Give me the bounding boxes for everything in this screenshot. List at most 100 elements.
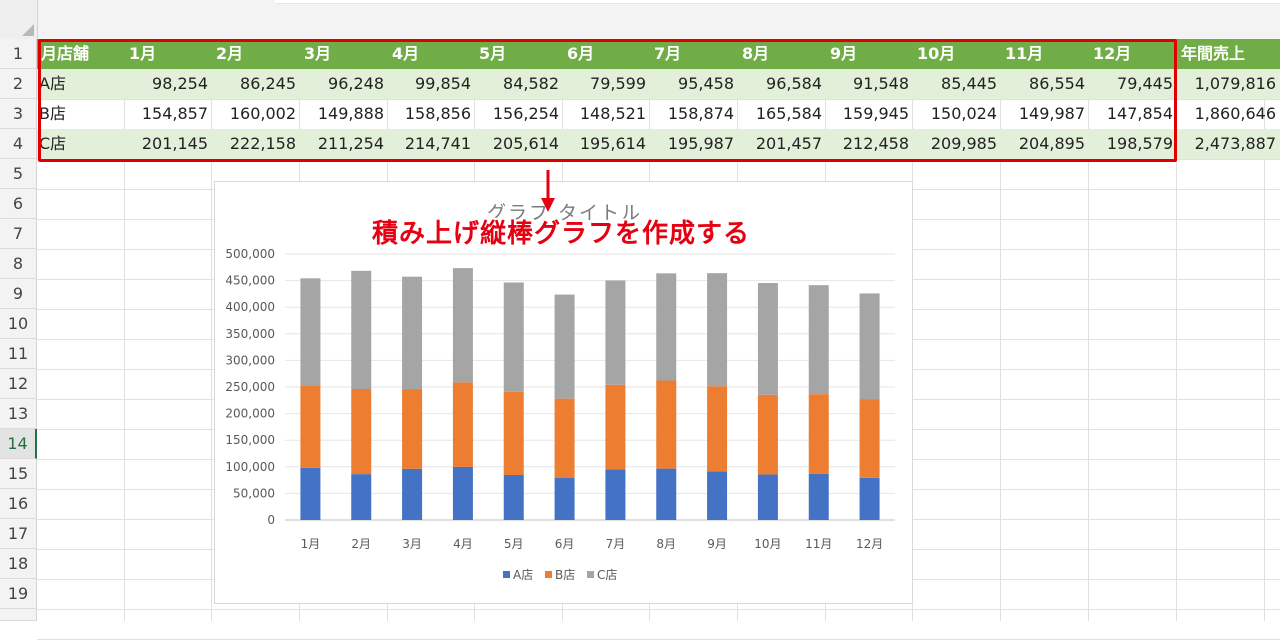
bar-a-store[interactable]: [300, 467, 321, 520]
bar-c-store[interactable]: [452, 268, 473, 383]
row-header-15[interactable]: 15: [0, 459, 37, 489]
table-cell[interactable]: 158,874: [667, 104, 734, 123]
table-header-cell[interactable]: 1月: [129, 44, 157, 63]
row-header-10[interactable]: 10: [0, 309, 37, 339]
bar-a-store[interactable]: [808, 473, 829, 520]
table-header-cell[interactable]: 5月: [479, 44, 507, 63]
table-cell[interactable]: 195,987: [667, 134, 734, 153]
bar-a-store[interactable]: [757, 474, 778, 520]
table-header-cell[interactable]: 年間売上: [1181, 44, 1246, 63]
table-header-cell[interactable]: 2月: [216, 44, 244, 63]
bar-b-store[interactable]: [503, 391, 524, 476]
bar-b-store[interactable]: [808, 394, 829, 474]
row-header-11[interactable]: 11: [0, 339, 37, 369]
bar-a-store[interactable]: [707, 471, 728, 520]
bar-a-store[interactable]: [351, 474, 372, 520]
table-cell[interactable]: 148,521: [579, 104, 646, 123]
table-cell[interactable]: 209,985: [930, 134, 997, 153]
row-header-12[interactable]: 12: [0, 369, 37, 399]
bar-a-store[interactable]: [605, 469, 626, 520]
stacked-column-chart[interactable]: グラフ タイトル 0 50,000 100,000 150,000 200,000 250…: [214, 181, 913, 604]
table-cell[interactable]: 205,614: [492, 134, 559, 153]
table-cell[interactable]: 86,245: [240, 74, 296, 93]
table-cell[interactable]: 214,741: [404, 134, 471, 153]
table-cell[interactable]: 198,579: [1106, 134, 1173, 153]
total-cell[interactable]: 1,860,646: [1194, 104, 1276, 123]
table-cell[interactable]: 79,445: [1117, 74, 1173, 93]
table-cell[interactable]: 165,584: [755, 104, 822, 123]
legend-label[interactable]: A店: [513, 568, 533, 582]
row-header-18[interactable]: 18: [0, 549, 37, 579]
table-cell[interactable]: 79,599: [590, 74, 646, 93]
table-cell[interactable]: 160,002: [229, 104, 296, 123]
bar-b-store[interactable]: [757, 394, 778, 475]
bar-c-store[interactable]: [656, 273, 677, 381]
row-header-14[interactable]: 14: [0, 429, 37, 459]
table-cell[interactable]: 195,614: [579, 134, 646, 153]
table-cell[interactable]: 149,987: [1018, 104, 1085, 123]
table-header-cell[interactable]: 10月: [917, 44, 956, 63]
row-header-6[interactable]: 6: [0, 189, 37, 219]
table-cell[interactable]: 85,445: [941, 74, 997, 93]
row-label-cell[interactable]: C店: [39, 134, 67, 153]
bar-a-store[interactable]: [402, 468, 423, 520]
bar-a-store[interactable]: [503, 475, 524, 520]
select-all-corner[interactable]: [0, 0, 38, 39]
table-cell[interactable]: 149,888: [317, 104, 384, 123]
table-cell[interactable]: 150,024: [930, 104, 997, 123]
bar-c-store[interactable]: [554, 294, 575, 399]
table-header-cell[interactable]: 7月: [654, 44, 682, 63]
legend-label[interactable]: B店: [555, 568, 575, 582]
table-cell[interactable]: 96,584: [766, 74, 822, 93]
table-cell[interactable]: 201,457: [755, 134, 822, 153]
table-cell[interactable]: 95,458: [678, 74, 734, 93]
table-header-cell[interactable]: 11月: [1005, 44, 1044, 63]
row-header-8[interactable]: 8: [0, 249, 37, 279]
table-cell[interactable]: 96,248: [328, 74, 384, 93]
bar-b-store[interactable]: [452, 382, 473, 467]
table-cell[interactable]: 86,554: [1029, 74, 1085, 93]
row-header-9[interactable]: 9: [0, 279, 37, 309]
total-cell[interactable]: 2,473,887: [1194, 134, 1276, 153]
bar-a-store[interactable]: [554, 477, 575, 520]
bar-a-store[interactable]: [859, 477, 880, 520]
bar-b-store[interactable]: [402, 389, 423, 469]
bar-a-store[interactable]: [656, 468, 677, 520]
table-cell[interactable]: 98,254: [152, 74, 208, 93]
table-cell[interactable]: 84,582: [503, 74, 559, 93]
bar-c-store[interactable]: [300, 278, 321, 386]
table-header-cell[interactable]: 12月: [1093, 44, 1132, 63]
table-header-cell[interactable]: 4月: [392, 44, 420, 63]
table-cell[interactable]: 201,145: [141, 134, 208, 153]
total-cell[interactable]: 1,079,816: [1194, 74, 1276, 93]
table-cell[interactable]: 159,945: [842, 104, 909, 123]
table-cell[interactable]: 147,854: [1106, 104, 1173, 123]
bar-b-store[interactable]: [554, 398, 575, 478]
bar-b-store[interactable]: [605, 384, 626, 470]
row-header-13[interactable]: 13: [0, 399, 37, 429]
bar-b-store[interactable]: [300, 385, 321, 468]
table-header-cell[interactable]: 月店舗: [41, 44, 90, 63]
row-header-1[interactable]: 1: [0, 39, 37, 69]
bar-b-store[interactable]: [707, 386, 728, 472]
bar-c-store[interactable]: [808, 285, 829, 395]
bar-b-store[interactable]: [656, 380, 677, 469]
table-cell[interactable]: 204,895: [1018, 134, 1085, 153]
row-label-cell[interactable]: B店: [39, 104, 66, 123]
row-header-5[interactable]: 5: [0, 159, 37, 189]
table-header-cell[interactable]: 3月: [304, 44, 332, 63]
bar-a-store[interactable]: [452, 466, 473, 520]
table-cell[interactable]: 91,548: [853, 74, 909, 93]
table-cell[interactable]: 212,458: [842, 134, 909, 153]
row-header-3[interactable]: 3: [0, 99, 37, 129]
bar-c-store[interactable]: [503, 282, 524, 392]
table-header-cell[interactable]: 6月: [567, 44, 595, 63]
table-cell[interactable]: 222,158: [229, 134, 296, 153]
table-cell[interactable]: 99,854: [415, 74, 471, 93]
row-header-19[interactable]: 19: [0, 579, 37, 609]
bar-b-store[interactable]: [859, 399, 880, 478]
table-cell[interactable]: 158,856: [404, 104, 471, 123]
table-cell[interactable]: 154,857: [141, 104, 208, 123]
bar-c-store[interactable]: [707, 273, 728, 387]
bar-c-store[interactable]: [605, 280, 626, 385]
